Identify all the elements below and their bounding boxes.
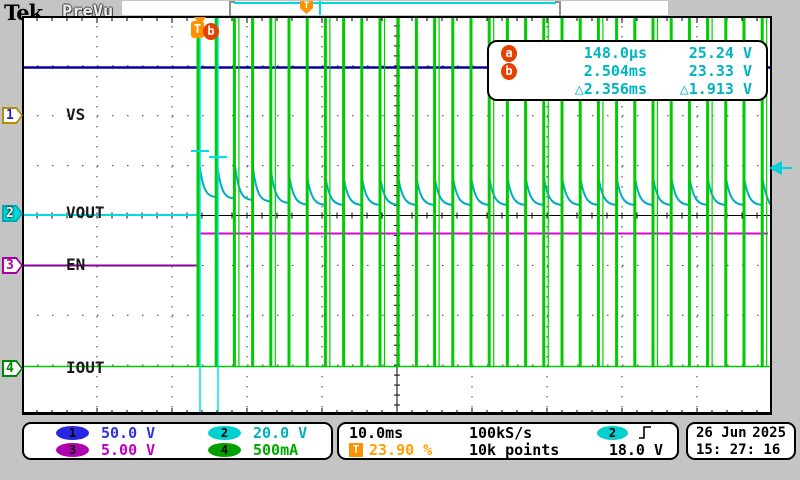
cursor-b-time: 2.504ms bbox=[583, 62, 647, 80]
timebase-scale[interactable]: 10.0ms bbox=[349, 423, 404, 442]
channel-2-scale: 20.0 V bbox=[253, 423, 308, 442]
channel-1-readout[interactable]: 1 50.0 V bbox=[24, 424, 176, 442]
channel-3-reference-marker[interactable]: 3 bbox=[2, 257, 23, 274]
trigger-position-readout[interactable]: T 23.90 % bbox=[339, 441, 469, 459]
cursor-b-row: b 2.504ms 23.33 V bbox=[489, 62, 766, 80]
time-label: 15: 27: 16 bbox=[696, 441, 781, 458]
trace-label-en: EN bbox=[66, 255, 86, 274]
trigger-level-readout[interactable]: 18.0 V bbox=[608, 440, 663, 459]
channel-1-badge: 1 bbox=[56, 425, 89, 440]
record-cursor-tick bbox=[319, 1, 321, 15]
trigger-source-badge[interactable]: 2 bbox=[597, 425, 628, 440]
date-label: 26 Jun bbox=[696, 424, 747, 441]
channel-2-marker-number: 2 bbox=[6, 206, 14, 221]
cursor-delta-value: △1.913 V bbox=[679, 80, 752, 98]
year-label: 2025 bbox=[752, 424, 786, 441]
channel-4-marker-number: 4 bbox=[6, 361, 14, 376]
cursor-a-row: a 148.0µs 25.24 V bbox=[489, 44, 766, 62]
horizontal-trigger-readout-box: 10.0ms 100kS/s 2 T 23.90 % 10k points 18… bbox=[337, 422, 679, 460]
record-view-bar: T bbox=[122, 1, 668, 19]
channel-2-reference-marker[interactable]: 2 bbox=[2, 205, 23, 222]
trigger-position-flag[interactable]: T bbox=[191, 21, 204, 38]
channel-3-marker-number: 3 bbox=[6, 258, 14, 273]
channel-3-readout[interactable]: 3 5.00 V bbox=[24, 441, 176, 459]
channel-4-badge: 4 bbox=[208, 442, 241, 457]
trigger-position-percent: 23.90 % bbox=[369, 440, 433, 459]
channel-4-readout[interactable]: 4 500mA bbox=[176, 441, 328, 459]
cursor-delta-time: △2.356ms bbox=[574, 80, 647, 98]
cursor-a-time: 148.0µs bbox=[583, 44, 647, 62]
datetime-box: 26 Jun 2025 15: 27: 16 bbox=[686, 422, 796, 460]
channel-1-marker-number: 1 bbox=[6, 108, 14, 123]
trace-label-vout: VOUT bbox=[66, 203, 105, 222]
trigger-level-arrow-stem bbox=[781, 167, 792, 169]
trace-label-vs: VS bbox=[66, 105, 86, 124]
channel-scale-readout-box: 1 50.0 V 2 20.0 V 3 5.00 V 4 500mA bbox=[22, 422, 333, 460]
cursor-b-value: 23.33 V bbox=[688, 62, 752, 80]
cursor-b-flag[interactable]: b bbox=[203, 23, 219, 40]
channel-4-scale: 500mA bbox=[253, 440, 299, 459]
sample-rate: 100kS/s bbox=[469, 423, 533, 442]
channel-3-scale: 5.00 V bbox=[101, 440, 156, 459]
cursor-delta-row: △2.356ms △1.913 V bbox=[489, 80, 766, 98]
trigger-t-icon: T bbox=[349, 442, 363, 457]
record-trigger-position-flag[interactable]: T bbox=[300, 1, 313, 14]
channel-3-badge: 3 bbox=[56, 442, 89, 457]
channel-2-badge: 2 bbox=[208, 425, 241, 440]
channel-1-reference-marker[interactable]: 1 bbox=[2, 107, 23, 124]
waveform-display[interactable] bbox=[22, 16, 772, 415]
channel-4-reference-marker[interactable]: 4 bbox=[2, 360, 23, 377]
cursor-b-badge: b bbox=[501, 62, 517, 80]
record-length: 10k points bbox=[469, 440, 560, 459]
cursor-a-value: 25.24 V bbox=[688, 44, 752, 62]
channel-2-readout[interactable]: 2 20.0 V bbox=[176, 424, 328, 442]
cursor-a-badge: a bbox=[501, 44, 517, 62]
trigger-slope-rising-icon bbox=[639, 426, 651, 439]
cursor-readout-box: a 148.0µs 25.24 V b 2.504ms 23.33 V △2.3… bbox=[487, 40, 768, 101]
trace-label-iout: IOUT bbox=[66, 358, 105, 377]
channel-1-scale: 50.0 V bbox=[101, 423, 156, 442]
trigger-level-arrow-icon[interactable] bbox=[769, 161, 782, 175]
